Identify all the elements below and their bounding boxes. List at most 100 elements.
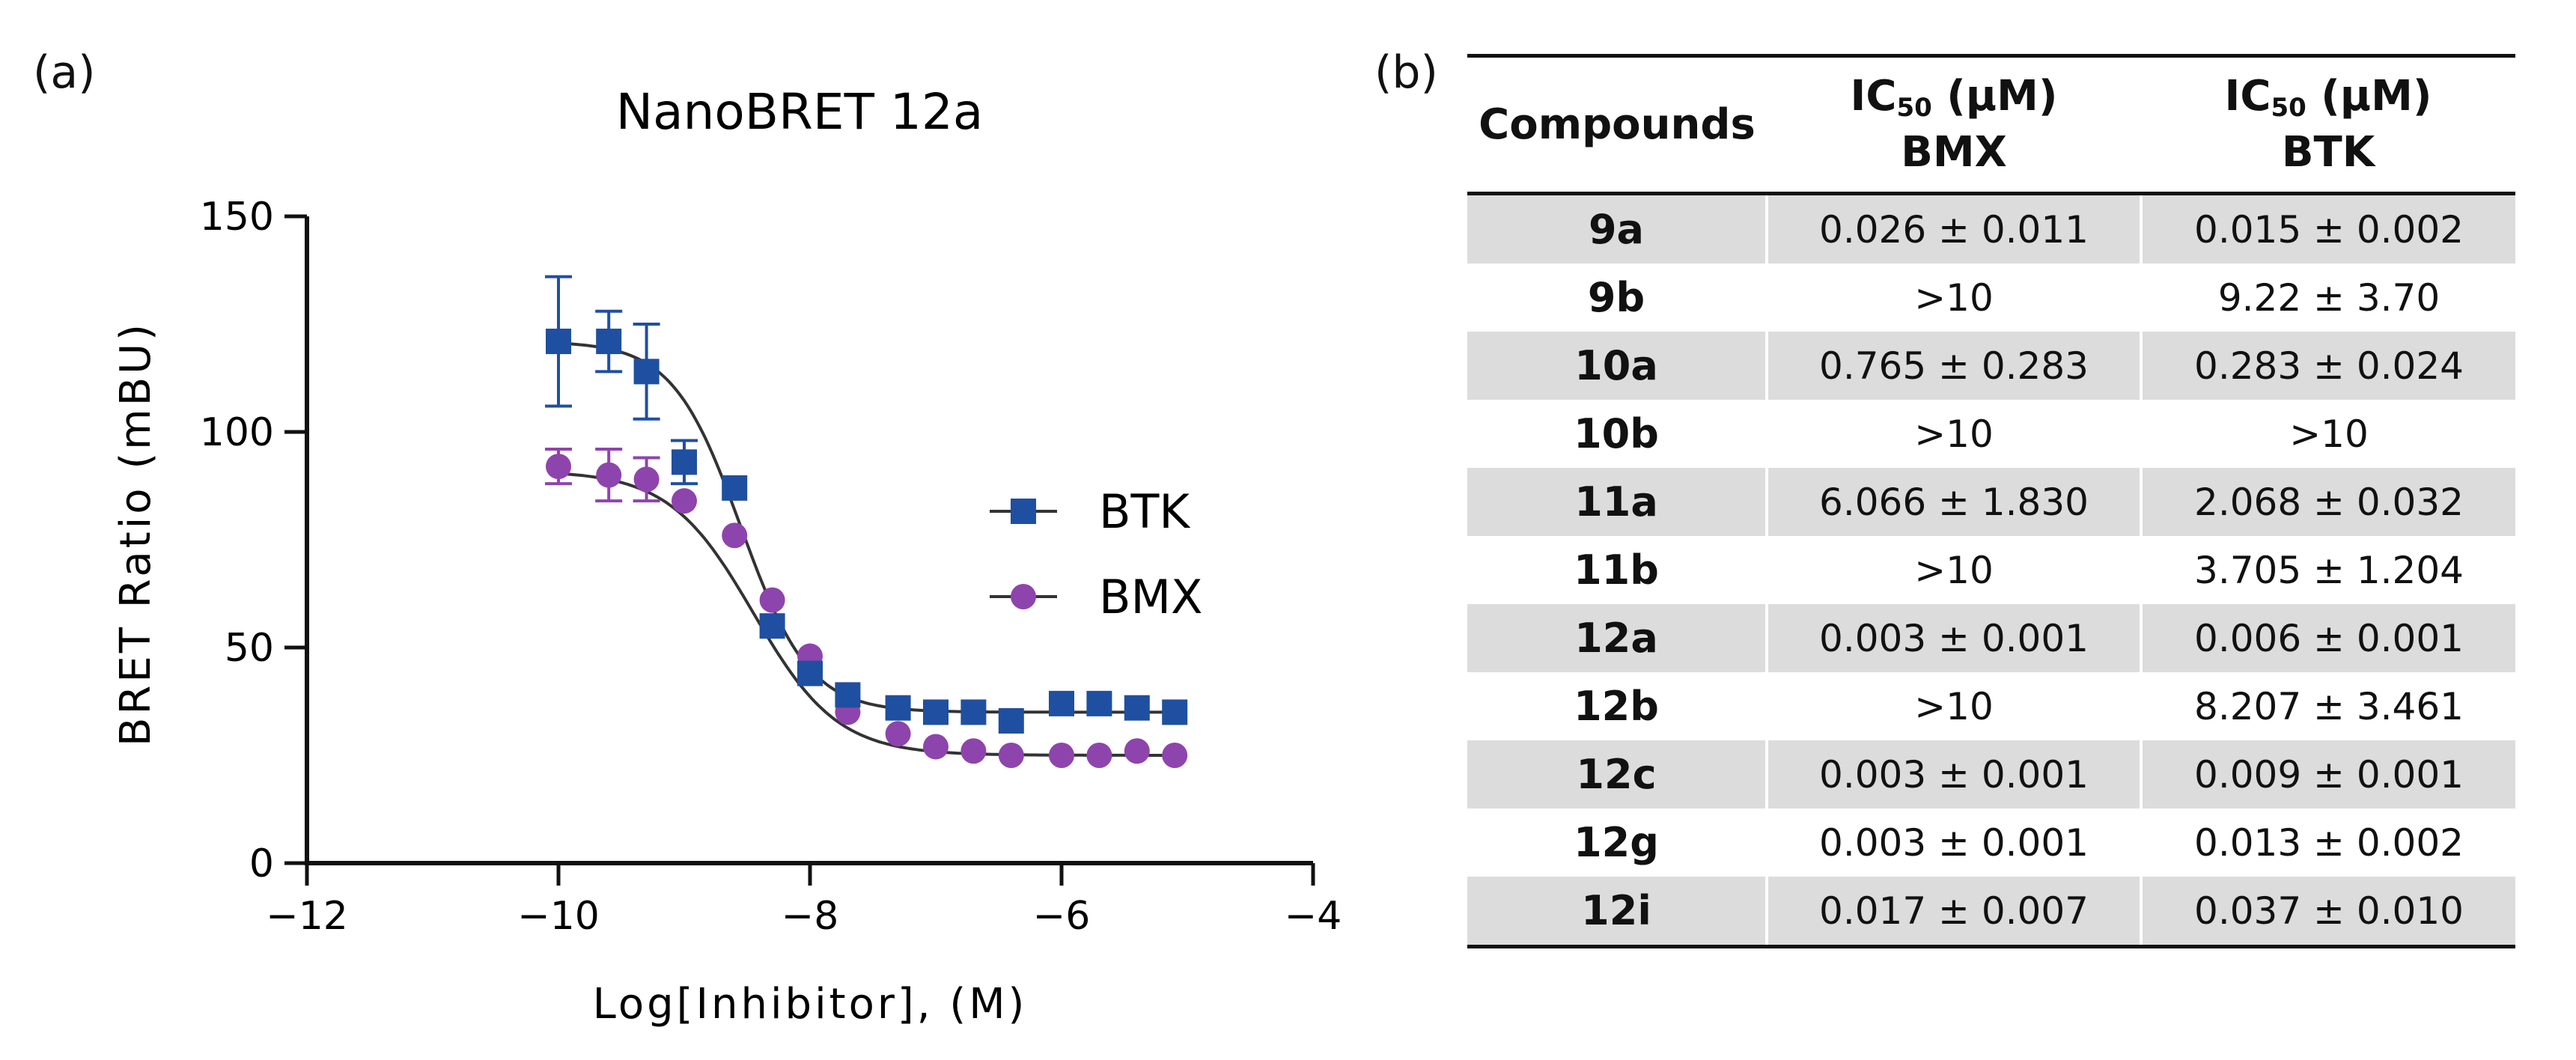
data-point-bmx [672, 488, 697, 514]
cell-ic50-btk: >10 [2140, 400, 2515, 468]
table-row: 10b >10 >10 [1467, 400, 2515, 468]
cell-compound: 12g [1574, 819, 1659, 866]
cell-ic50-bmx: 0.765 ± 0.283 [1765, 332, 2141, 400]
data-point-btk [759, 613, 785, 639]
x-tick-label: −6 [1033, 894, 1091, 939]
y-tick-label: 150 [200, 195, 274, 240]
table-row: 12g 0.003 ± 0.001 0.013 ± 0.002 [1467, 808, 2515, 877]
data-point-bmx [1086, 743, 1112, 768]
axes: 0 50 100 150 −12 −10 −8 −6 −4 [200, 195, 1342, 939]
cell-ic50-bmx: 0.026 ± 0.011 [1765, 193, 2141, 264]
legend-label-bmx: BMX [1099, 570, 1203, 624]
data-point-btk [923, 699, 949, 725]
cell-ic50-btk: 0.015 ± 0.002 [2140, 193, 2515, 264]
table-row: 12a 0.003 ± 0.001 0.006 ± 0.001 [1467, 604, 2515, 672]
data-point-bmx [759, 587, 785, 613]
data-point-bmx [633, 466, 660, 493]
x-tick-label: −12 [266, 894, 348, 939]
cell-ic50-btk: 0.006 ± 0.001 [2140, 604, 2515, 672]
cell-ic50-btk: 0.037 ± 0.010 [2140, 877, 2515, 947]
cell-ic50-bmx: 0.003 ± 0.001 [1765, 604, 2141, 672]
table-row: 9b >10 9.22 ± 3.70 [1467, 264, 2515, 332]
cell-compound: 12i [1467, 877, 1767, 947]
cell-compound: 10a [1467, 332, 1767, 400]
table-row: 12i 0.017 ± 0.007 0.037 ± 0.010 [1467, 877, 2515, 947]
cell-ic50-btk: 8.207 ± 3.461 [2140, 672, 2515, 740]
table-row: 11a 6.066 ± 1.830 2.068 ± 0.032 [1467, 468, 2515, 536]
cell-ic50-btk: 9.22 ± 3.70 [2140, 264, 2515, 332]
x-axis-label: Log[Inhibitor], (M) [593, 980, 1028, 1029]
data-point-btk [960, 699, 987, 725]
data-point-btk [885, 695, 911, 721]
data-point-bmx [960, 738, 987, 764]
legend: BTK BMX [990, 484, 1203, 624]
data-point-btk [672, 449, 697, 475]
data-point-bmx [1162, 743, 1188, 768]
panel-b-label: (b) [1374, 46, 1438, 99]
data-point-btk [797, 660, 823, 686]
table-row: 9a 0.026 ± 0.011 0.015 ± 0.002 [1467, 193, 2515, 264]
cell-ic50-bmx: 6.066 ± 1.830 [1765, 468, 2141, 536]
data-point-bmx [546, 454, 571, 480]
cell-compound: 12b [1574, 683, 1659, 730]
legend-marker-btk [1011, 499, 1036, 524]
fit-curve-btk [558, 341, 1175, 714]
ic50-table: Compounds IC50 (μM) BMX IC50 (μM) BTK 9a… [1467, 54, 2515, 948]
data-point-btk [1049, 690, 1074, 716]
cell-ic50-btk: 0.013 ± 0.002 [2140, 808, 2515, 877]
data-point-bmx [1049, 743, 1074, 768]
data-point-btk [835, 682, 861, 708]
chart-title: NanoBRET 12a [616, 83, 984, 141]
cell-compound: 10b [1574, 410, 1659, 457]
header-ic50-btk: IC50 (μM) BTK [2224, 72, 2432, 177]
cell-ic50-btk: 0.009 ± 0.001 [2140, 740, 2515, 808]
fit-curves [558, 341, 1175, 757]
data-point-btk [596, 329, 622, 355]
y-tick-label: 0 [249, 841, 274, 886]
data-points [545, 275, 1188, 768]
data-point-btk [722, 475, 748, 501]
header-compounds: Compounds [1479, 100, 1756, 149]
cell-compound: 11b [1574, 546, 1659, 594]
cell-ic50-bmx: >10 [1765, 400, 2141, 468]
data-point-btk [546, 329, 571, 355]
cell-ic50-bmx: >10 [1765, 264, 2141, 332]
cell-ic50-bmx: 0.017 ± 0.007 [1765, 877, 2141, 947]
data-point-btk [1086, 690, 1112, 716]
data-point-btk [998, 707, 1024, 734]
ic50-table-container: Compounds IC50 (μM) BMX IC50 (μM) BTK 9a… [1467, 54, 2515, 948]
cell-ic50-bmx: >10 [1765, 536, 2141, 604]
cell-compound: 11a [1467, 468, 1767, 536]
cell-ic50-bmx: 0.003 ± 0.001 [1765, 808, 2141, 877]
y-axis-label: BRET Ratio (mBU) [112, 321, 160, 746]
data-point-btk [633, 359, 660, 385]
table-row: 12b >10 8.207 ± 3.461 [1467, 672, 2515, 740]
data-point-bmx [923, 734, 949, 760]
cell-ic50-btk: 3.705 ± 1.204 [2140, 536, 2515, 604]
table-row: 10a 0.765 ± 0.283 0.283 ± 0.024 [1467, 332, 2515, 400]
table-header-row: Compounds IC50 (μM) BMX IC50 (μM) BTK [1467, 55, 2515, 194]
cell-ic50-bmx: >10 [1765, 672, 2141, 740]
cell-compound: 12a [1467, 604, 1767, 672]
legend-label-btk: BTK [1099, 484, 1190, 539]
cell-compound: 12c [1467, 740, 1767, 808]
data-point-btk [1124, 695, 1150, 721]
data-point-btk [1162, 699, 1188, 725]
dose-response-chart: NanoBRET 12a BRET Ratio (mBU) Log[Inhibi… [112, 83, 1342, 1029]
data-point-bmx [998, 743, 1024, 768]
table-row: 11b >10 3.705 ± 1.204 [1467, 536, 2515, 604]
cell-ic50-btk: 0.283 ± 0.024 [2140, 332, 2515, 400]
x-tick-label: −8 [782, 894, 839, 939]
cell-compound: 9a [1467, 193, 1767, 264]
data-point-bmx [722, 523, 748, 549]
data-point-bmx [1124, 738, 1150, 764]
cell-ic50-btk: 2.068 ± 0.032 [2140, 468, 2515, 536]
x-tick-label: −10 [517, 894, 600, 939]
data-point-bmx [885, 721, 911, 747]
legend-marker-bmx [1011, 584, 1036, 609]
panel-a-label: (a) [33, 46, 96, 99]
table-row: 12c 0.003 ± 0.001 0.009 ± 0.001 [1467, 740, 2515, 808]
y-tick-label: 100 [200, 410, 274, 455]
y-tick-label: 50 [225, 626, 274, 671]
cell-ic50-bmx: 0.003 ± 0.001 [1765, 740, 2141, 808]
